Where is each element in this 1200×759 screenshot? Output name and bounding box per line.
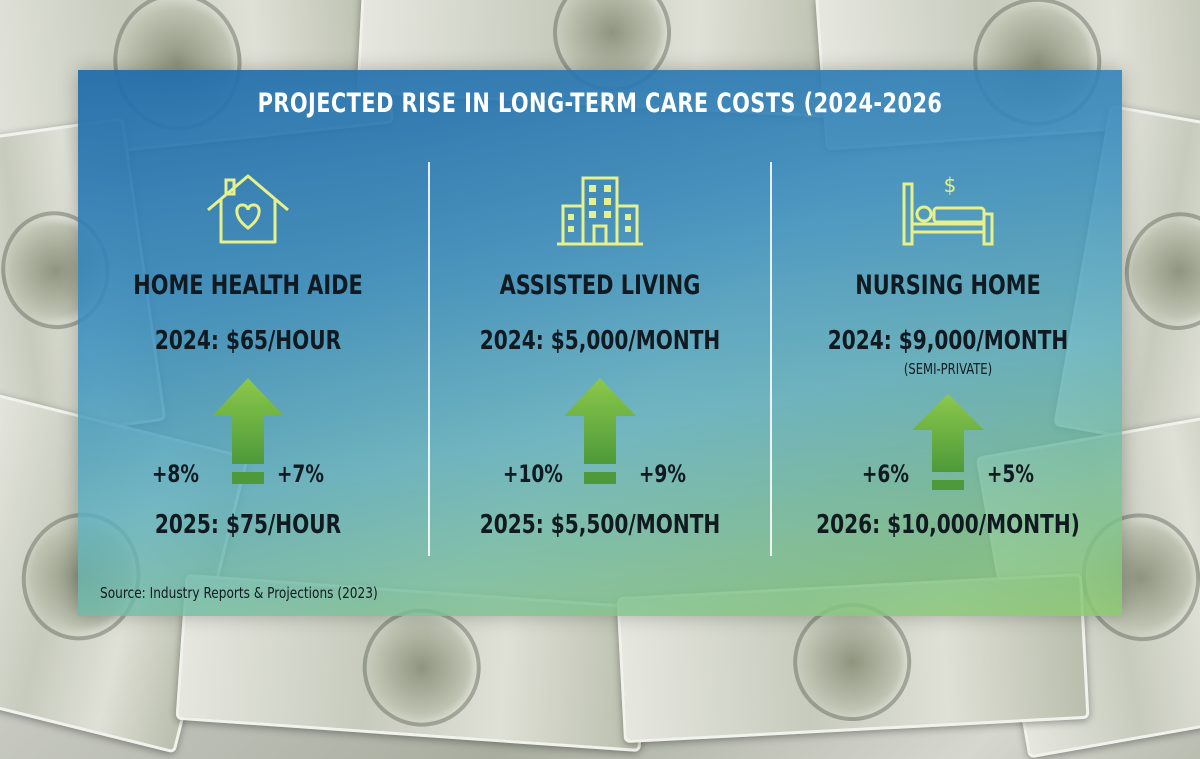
service-name: HOME HEALTH AIDE — [133, 270, 363, 301]
source-note: Source: Industry Reports & Projections (… — [100, 584, 378, 602]
assisted-living-column: ASSISTED LIVING 2024: $5,000/MONTH +10% … — [430, 170, 770, 570]
service-name: NURSING HOME — [855, 270, 1041, 301]
nursing-home-column: $ NURSING HOME 2024: $9,000/MONTH (SEMI-… — [778, 170, 1118, 570]
left-increase-percent: +8% — [151, 460, 199, 488]
projected-cost: 2025: $75/HOUR — [154, 510, 342, 540]
increase-arrow-icon — [562, 376, 638, 492]
home-health-aide-column: HOME HEALTH AIDE 2024: $65/HOUR +8% +7% … — [78, 170, 418, 570]
current-cost: 2024: $9,000/MONTH — [827, 326, 1069, 356]
svg-text:$: $ — [944, 173, 957, 197]
room-type-note: (SEMI-PRIVATE) — [903, 360, 993, 378]
current-cost: 2024: $65/HOUR — [154, 326, 342, 356]
right-increase-percent: +7% — [276, 460, 324, 488]
left-increase-percent: +10% — [502, 460, 563, 488]
right-increase-percent: +9% — [638, 460, 686, 488]
current-cost: 2024: $5,000/MONTH — [479, 326, 721, 356]
increase-arrow-icon — [910, 392, 986, 496]
infographic-title: PROJECTED RISE IN LONG-TERM CARE COSTS (… — [257, 88, 943, 119]
right-increase-percent: +5% — [986, 460, 1034, 488]
bed-dollar-icon: $ — [898, 170, 998, 254]
service-name: ASSISTED LIVING — [499, 270, 701, 301]
projected-cost: 2026: $10,000/MONTH) — [816, 510, 1080, 540]
increase-arrow-icon — [210, 376, 286, 492]
house-heart-icon — [203, 170, 293, 254]
building-icon — [555, 170, 645, 254]
left-increase-percent: +6% — [861, 460, 909, 488]
column-divider — [428, 162, 430, 556]
projected-cost: 2025: $5,500/MONTH — [479, 510, 721, 540]
infographic-panel: PROJECTED RISE IN LONG-TERM CARE COSTS (… — [78, 70, 1122, 616]
column-divider — [770, 162, 772, 556]
